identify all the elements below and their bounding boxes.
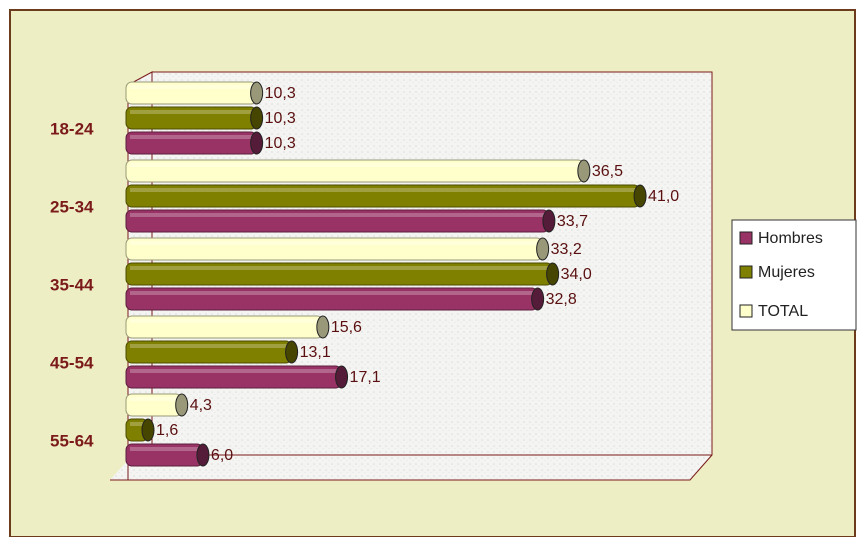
bar (125, 184, 647, 208)
category-label: 55-64 (50, 431, 94, 450)
category-label: 35-44 (50, 275, 94, 294)
bar-highlight (130, 291, 536, 295)
bar-highlight (130, 135, 255, 139)
legend (731, 219, 857, 331)
bar-highlight (130, 213, 547, 217)
bar (125, 365, 349, 389)
bar-highlight (130, 447, 201, 451)
legend-swatch (739, 304, 753, 318)
bar-highlight (130, 163, 582, 167)
bar-cap (316, 315, 330, 339)
bar-highlight (130, 344, 290, 348)
bar (125, 418, 155, 442)
category-label: 25-34 (50, 197, 94, 216)
bar (125, 443, 210, 467)
bar-cap (546, 262, 560, 286)
data-label: 32,8 (546, 291, 577, 308)
bar (125, 237, 550, 261)
bar (125, 315, 330, 339)
data-label: 34,0 (561, 266, 592, 283)
data-label: 33,2 (551, 241, 582, 258)
bar-highlight (130, 188, 639, 192)
data-label: 41,0 (648, 188, 679, 205)
bar-cap (577, 159, 591, 183)
bar-cap (175, 393, 189, 417)
legend-label: TOTAL (758, 303, 808, 320)
bar-highlight (130, 319, 321, 323)
bar-cap (250, 106, 264, 130)
data-label: 13,1 (300, 344, 331, 361)
bar-cap (196, 443, 210, 467)
bar (125, 262, 560, 286)
legend-label: Hombres (758, 230, 823, 247)
bar (125, 393, 189, 417)
category-label: 45-54 (50, 353, 94, 372)
data-label: 15,6 (331, 319, 362, 336)
bar-highlight (130, 110, 255, 114)
bar (125, 159, 591, 183)
bar-highlight (130, 266, 551, 270)
data-label: 36,5 (592, 163, 623, 180)
data-label: 1,6 (156, 422, 178, 439)
bar-cap (141, 418, 155, 442)
bar (125, 287, 545, 311)
bar-cap (531, 287, 545, 311)
legend-label: Mujeres (758, 264, 815, 281)
bar (125, 106, 264, 130)
bar (125, 131, 264, 155)
bar-cap (250, 81, 264, 105)
bar-cap (633, 184, 647, 208)
category-label: 18-24 (50, 119, 94, 138)
data-label: 4,3 (190, 397, 212, 414)
bar-cap (250, 131, 264, 155)
data-label: 10,3 (265, 85, 296, 102)
bar-cap (335, 365, 349, 389)
data-label: 33,7 (557, 213, 588, 230)
bar (125, 81, 264, 105)
bar (125, 340, 299, 364)
data-label: 10,3 (265, 135, 296, 152)
bar-cap (536, 237, 550, 261)
bar (125, 209, 556, 233)
bar-highlight (130, 422, 146, 426)
data-label: 10,3 (265, 110, 296, 127)
bar-highlight (130, 85, 255, 89)
bar-highlight (130, 241, 541, 245)
legend-swatch (739, 231, 753, 245)
data-label: 17,1 (350, 369, 381, 386)
data-label: 6,0 (211, 447, 233, 464)
legend-swatch (739, 265, 753, 279)
bar-highlight (130, 397, 180, 401)
bar-cap (542, 209, 556, 233)
bar-highlight (130, 369, 340, 373)
bar-cap (285, 340, 299, 364)
